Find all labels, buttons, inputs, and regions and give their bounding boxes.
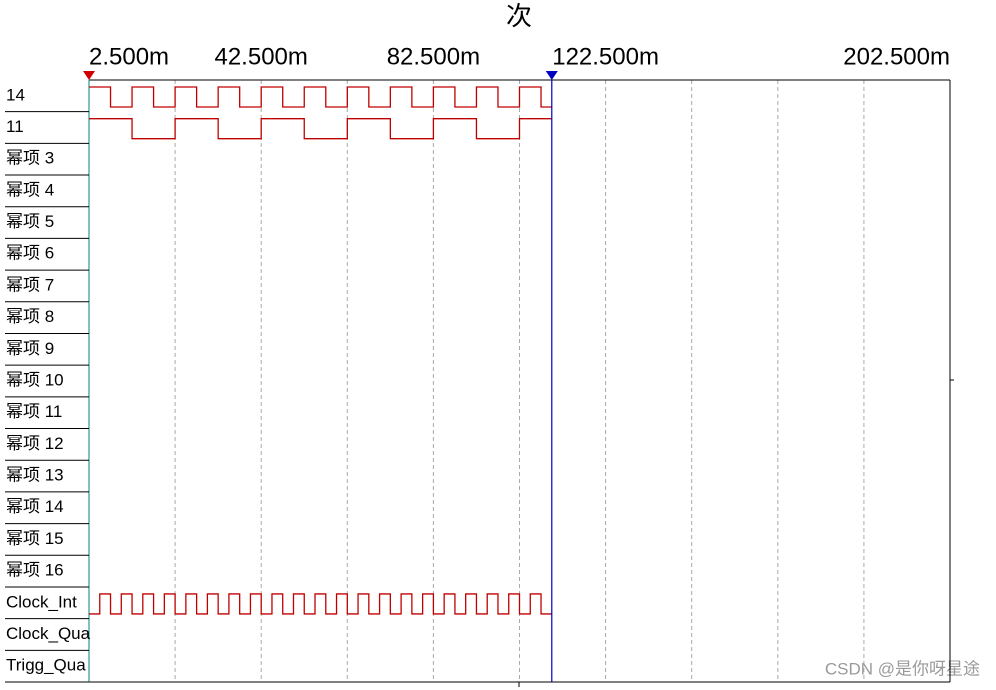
channel-label: 幂项 8 bbox=[6, 307, 54, 326]
channel-label: 14 bbox=[6, 85, 25, 104]
x-tick-label: 82.500m bbox=[387, 43, 480, 70]
channel-label: 幂项 13 bbox=[6, 466, 64, 485]
title: 次 bbox=[506, 2, 532, 32]
channel-label: 幂项 5 bbox=[6, 212, 54, 231]
x-tick-label: 2.500m bbox=[89, 43, 169, 70]
channel-label: 11 bbox=[6, 117, 24, 136]
x-tick-label: 202.500m bbox=[843, 43, 950, 70]
watermark: CSDN @是你呀星途 bbox=[825, 659, 980, 678]
cursor-marker bbox=[545, 71, 558, 80]
channel-label: Clock_Qua bbox=[6, 624, 91, 643]
channel-label: 幂项 6 bbox=[6, 244, 54, 263]
waveform bbox=[89, 86, 552, 108]
waveform bbox=[89, 593, 552, 615]
x-tick-label: 122.500m bbox=[552, 43, 659, 70]
channel-label: 幂项 3 bbox=[6, 149, 54, 168]
channel-label: 幂项 14 bbox=[6, 497, 64, 516]
channel-label: 幂项 15 bbox=[6, 529, 64, 548]
channel-label: Trigg_Qua bbox=[6, 656, 86, 675]
channel-label: 幂项 11 bbox=[6, 402, 62, 421]
channel-label: 幂项 4 bbox=[6, 180, 54, 199]
channel-label: 幂项 16 bbox=[6, 561, 64, 580]
channel-label: 幂项 9 bbox=[6, 339, 54, 358]
waveform bbox=[89, 118, 552, 140]
channel-label: Clock_Int bbox=[6, 592, 77, 611]
x-tick-label: 42.500m bbox=[214, 43, 307, 70]
channel-label: 幂项 12 bbox=[6, 434, 64, 453]
channel-label: 幂项 7 bbox=[6, 275, 54, 294]
channel-label: 幂项 10 bbox=[6, 370, 64, 389]
cursor-marker bbox=[83, 71, 95, 80]
